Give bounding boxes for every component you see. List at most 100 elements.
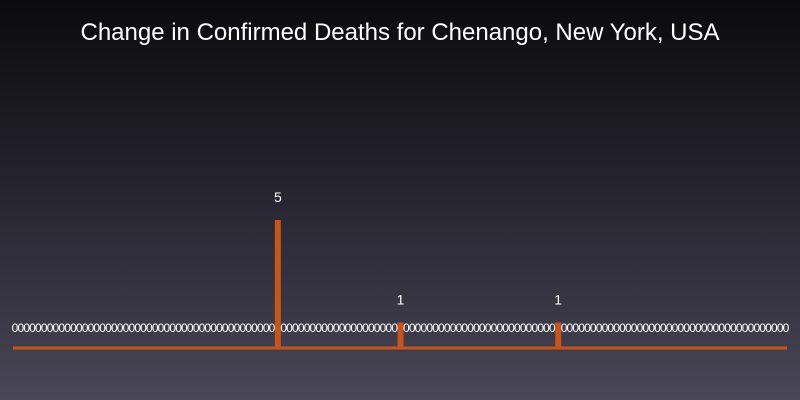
data-label: 0 — [765, 321, 772, 335]
data-label: 0 — [117, 321, 124, 335]
data-label: 0 — [596, 321, 603, 335]
data-label: 0 — [345, 321, 352, 335]
data-label: 0 — [759, 321, 766, 335]
data-label: 0 — [333, 321, 340, 335]
data-label: 0 — [64, 321, 71, 335]
data-label: 0 — [666, 321, 673, 335]
data-label: 0 — [234, 321, 241, 335]
data-label: 0 — [426, 321, 433, 335]
data-label: 0 — [461, 321, 468, 335]
data-label: 0 — [689, 321, 696, 335]
data-label: 0 — [70, 321, 77, 335]
data-label: 0 — [748, 321, 755, 335]
data-label: 0 — [567, 321, 574, 335]
data-label: 0 — [181, 321, 188, 335]
data-label: 0 — [263, 321, 270, 335]
data-label: 0 — [479, 321, 486, 335]
data-label: 0 — [245, 321, 252, 335]
data-label: 0 — [327, 321, 334, 335]
data-label: 0 — [315, 321, 322, 335]
data-label: 0 — [339, 321, 346, 335]
data-label: 5 — [274, 189, 282, 205]
data-label: 0 — [777, 321, 784, 335]
data-label: 0 — [17, 321, 24, 335]
data-label: 0 — [239, 321, 246, 335]
data-label: 0 — [199, 321, 206, 335]
data-label: 0 — [53, 321, 60, 335]
data-label: 0 — [93, 321, 100, 335]
data-label: 0 — [730, 321, 737, 335]
data-label: 0 — [280, 321, 287, 335]
data-label: 0 — [467, 321, 474, 335]
data-label: 0 — [771, 321, 778, 335]
data-label: 0 — [491, 321, 498, 335]
data-label: 0 — [350, 321, 357, 335]
data-label: 0 — [99, 321, 106, 335]
data-label: 0 — [660, 321, 667, 335]
data-label: 0 — [356, 321, 363, 335]
data-label: 0 — [193, 321, 200, 335]
data-label: 0 — [304, 321, 311, 335]
data-label: 0 — [485, 321, 492, 335]
data-label: 0 — [164, 321, 171, 335]
data-label: 0 — [169, 321, 176, 335]
data-label: 0 — [152, 321, 159, 335]
data-label: 0 — [105, 321, 112, 335]
data-label: 0 — [187, 321, 194, 335]
data-label: 0 — [23, 321, 30, 335]
data-label: 0 — [456, 321, 463, 335]
data-label: 0 — [41, 321, 48, 335]
data-label: 0 — [380, 321, 387, 335]
data-label: 0 — [678, 321, 685, 335]
data-label: 0 — [421, 321, 428, 335]
data-label: 0 — [251, 321, 258, 335]
data-label: 0 — [158, 321, 165, 335]
data-label: 0 — [128, 321, 135, 335]
data-label: 0 — [123, 321, 130, 335]
data-label: 0 — [88, 321, 95, 335]
data-label: 0 — [625, 321, 632, 335]
data-label: 0 — [783, 321, 790, 335]
data-label: 0 — [35, 321, 42, 335]
data-label: 0 — [561, 321, 568, 335]
data-label: 0 — [222, 321, 229, 335]
data-label: 0 — [526, 321, 533, 335]
data-label: 0 — [47, 321, 54, 335]
data-label: 0 — [415, 321, 422, 335]
data-label: 0 — [473, 321, 480, 335]
data-label: 0 — [391, 321, 398, 335]
data-label: 0 — [742, 321, 749, 335]
data-label: 0 — [368, 321, 375, 335]
data-label: 0 — [683, 321, 690, 335]
data-label: 0 — [502, 321, 509, 335]
data-label: 0 — [228, 321, 235, 335]
data-label: 0 — [82, 321, 89, 335]
data-label: 0 — [134, 321, 141, 335]
data-label: 0 — [695, 321, 702, 335]
data-label: 0 — [514, 321, 521, 335]
data-label: 0 — [175, 321, 182, 335]
data-label: 0 — [654, 321, 661, 335]
data-label: 0 — [701, 321, 708, 335]
data-label: 0 — [29, 321, 36, 335]
data-label: 0 — [216, 321, 223, 335]
data-label: 0 — [374, 321, 381, 335]
data-label: 0 — [753, 321, 760, 335]
data-label: 0 — [648, 321, 655, 335]
data-label: 0 — [58, 321, 65, 335]
data-label: 0 — [613, 321, 620, 335]
data-label: 0 — [321, 321, 328, 335]
chart-title: Change in Confirmed Deaths for Chenango,… — [80, 19, 720, 46]
data-label: 0 — [204, 321, 211, 335]
data-label: 0 — [286, 321, 293, 335]
data-label: 0 — [607, 321, 614, 335]
data-label: 0 — [146, 321, 153, 335]
data-label: 0 — [537, 321, 544, 335]
data-label: 0 — [496, 321, 503, 335]
data-label: 0 — [385, 321, 392, 335]
data-label: 0 — [76, 321, 83, 335]
data-label: 0 — [520, 321, 527, 335]
data-label: 0 — [362, 321, 369, 335]
